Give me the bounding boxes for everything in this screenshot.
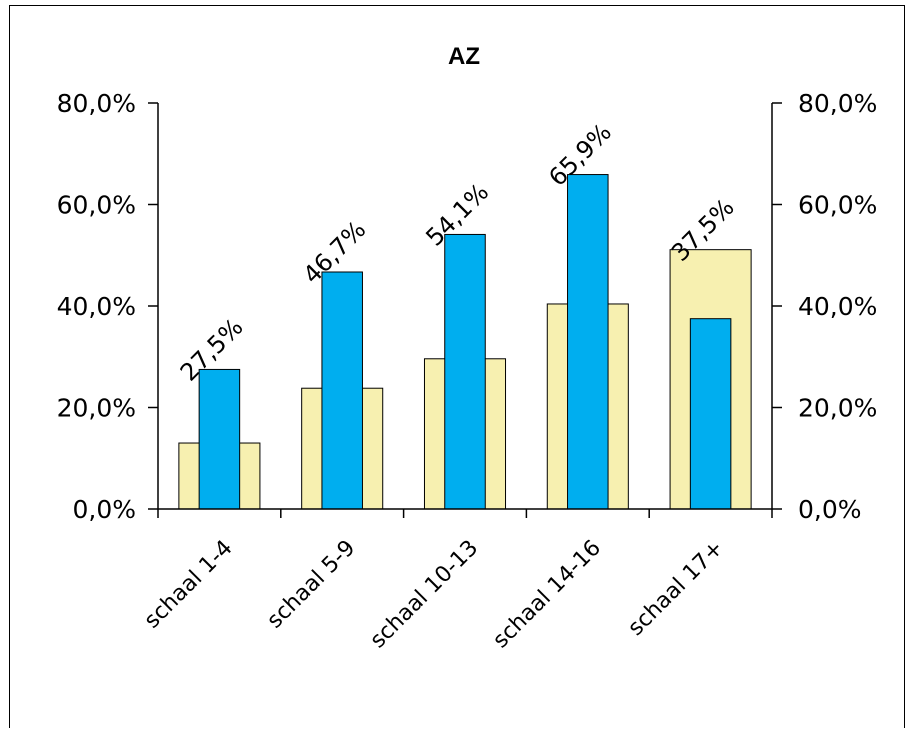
x-category-label: schaal 5-9: [262, 536, 360, 634]
y-tick-label-left: 40,0%: [57, 292, 136, 321]
y-tick-label-left: 60,0%: [57, 191, 136, 220]
x-category-label: schaal 1-4: [140, 536, 238, 634]
bar-primary: [321, 271, 363, 510]
y-tick-label-right: 20,0%: [798, 394, 877, 423]
chart-title: AZ: [448, 43, 480, 70]
bar-primary: [444, 233, 486, 510]
bar-primary: [689, 318, 732, 510]
y-tick-label-left: 20,0%: [57, 394, 136, 423]
y-tick-label-right: 60,0%: [798, 191, 877, 220]
bar-primary: [567, 174, 609, 510]
x-category-label: schaal 17+: [623, 536, 728, 641]
x-category-label: schaal 14-16: [488, 536, 606, 654]
x-category-label: schaal 10-13: [366, 536, 484, 654]
y-tick-label-left: 0,0%: [72, 495, 136, 524]
y-tick-label-right: 0,0%: [798, 495, 862, 524]
y-axis-right: 0,0% 20,0% 40,0% 60,0% 80,0%: [771, 89, 877, 524]
primary-series-bars: [198, 174, 732, 510]
y-tick-label-right: 40,0%: [798, 292, 877, 321]
bar-primary: [198, 368, 241, 510]
x-axis: schaal 1-4 schaal 5-9 schaal 10-13 schaal 1…: [140, 508, 773, 654]
y-tick-label-left: 80,0%: [57, 89, 136, 118]
y-axis-left: 0,0% 20,0% 40,0% 60,0% 80,0%: [57, 89, 159, 524]
y-tick-label-right: 80,0%: [798, 89, 877, 118]
